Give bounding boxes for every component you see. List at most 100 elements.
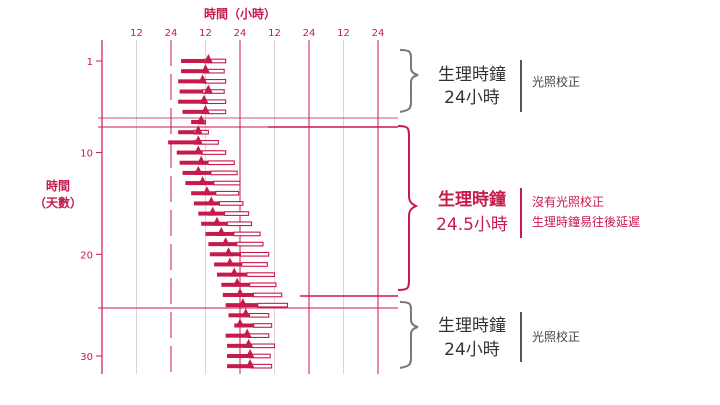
peak-marker (245, 349, 255, 358)
sleep-bar-open (207, 160, 235, 166)
sleep-bar-open (246, 272, 276, 277)
annotation-upper-main-line2: 24小時 (444, 88, 500, 108)
sleep-bar-open (249, 282, 277, 288)
sleep-bar-solid (182, 109, 205, 114)
x-tick-label: 24 (303, 28, 316, 39)
peak-marker (201, 104, 210, 114)
peak-marker (232, 277, 242, 287)
sleep-bar-open (203, 58, 227, 64)
sleep-bar-open (213, 180, 241, 186)
sleep-bar-open (201, 150, 227, 155)
peak-marker (198, 74, 208, 84)
sleep-bar-open (193, 140, 219, 145)
peak-marker (224, 247, 233, 257)
annotation-middle-divider (520, 188, 522, 238)
peak-marker (193, 125, 203, 135)
peak-marker (212, 216, 222, 226)
peak-marker (198, 176, 208, 186)
x-tick-label: 24 (165, 28, 178, 39)
x-tick-label: 12 (268, 28, 281, 39)
sleep-bar-solid (178, 130, 194, 135)
annotation-middle-main-line2: 24.5小時 (436, 215, 508, 235)
sleep-bar-open (251, 343, 276, 349)
sleep-bar-open (252, 292, 283, 298)
y-tick-label: 30 (80, 352, 93, 363)
peak-marker (238, 298, 248, 308)
bracket-middle (397, 125, 419, 291)
sleep-bar-solid (227, 343, 252, 348)
peak-marker (193, 145, 203, 155)
x-tick-label: 24 (372, 28, 385, 39)
sleep-bar-solid (225, 333, 249, 338)
peak-marker (235, 287, 245, 297)
sleep-bar-solid (181, 69, 204, 74)
peak-marker (221, 237, 231, 247)
peak-marker (202, 186, 212, 196)
peak-marker (242, 328, 252, 338)
sleep-bar-solid (191, 120, 199, 125)
sleep-bar-open (202, 89, 225, 94)
ticks-layer: 12 24 12 24 12 24 12 24 1 10 20 30 (80, 28, 384, 363)
sleep-bar-solid (228, 313, 250, 318)
sleep-bar-solid (227, 364, 251, 369)
peak-marker (244, 338, 254, 348)
y-axis-title: 時間（天數） (34, 178, 82, 210)
sleep-bar-open (226, 221, 253, 227)
annotation-lower-divider (520, 312, 522, 362)
annotation-middle-note-line2: 生理時鐘易往後延遲 (532, 214, 640, 229)
peak-marker (193, 165, 203, 175)
peak-marker (208, 206, 218, 216)
x-axis-title: 時間（小時） (204, 6, 276, 21)
sleep-bar-open (241, 262, 268, 267)
sleep-bar-open (233, 231, 261, 237)
sleep-bar-solid (181, 59, 205, 63)
sleep-bar-solid (179, 160, 209, 165)
sleep-bar-open (248, 312, 270, 318)
peak-marker (196, 115, 206, 125)
annotation-lower-main-line1: 生理時鐘 (438, 316, 506, 336)
x-tick-label: 12 (199, 28, 212, 39)
y-tick-label: 1 (87, 57, 93, 68)
sleep-bar-solid (194, 201, 220, 206)
sleep-bar-solid (168, 140, 195, 145)
sleep-bar-solid (227, 354, 250, 358)
x-tick-label: 24 (234, 28, 247, 39)
bracket-upper (399, 49, 419, 113)
peak-marker (196, 155, 206, 165)
peak-marker (199, 94, 209, 104)
annotation-lower-main-line2: 24小時 (444, 340, 500, 360)
x-tick-label: 12 (130, 28, 143, 39)
sleep-bar-open (218, 201, 244, 206)
annotation-upper-main-line1: 生理時鐘 (438, 65, 506, 85)
sleep-bar-open (257, 302, 288, 308)
sleep-bar-solid (176, 150, 203, 155)
annotation-upper-note: 光照校正 (532, 74, 580, 89)
peak-marker (229, 267, 239, 277)
peak-marker (241, 308, 251, 318)
sleep-bar-open (215, 190, 240, 196)
annotation-middle-main-line1: 生理時鐘 (438, 189, 506, 210)
peak-marker (245, 359, 255, 369)
y-tick-label: 10 (80, 149, 93, 160)
peak-marker (201, 64, 210, 74)
annotation-middle-note-line1: 沒有光照校正 (532, 194, 604, 209)
sleep-bar-open (210, 170, 238, 176)
sleep-bar-solid (179, 89, 203, 94)
sleep-bar-open (223, 211, 250, 216)
peak-marker (193, 135, 203, 145)
peak-marker (203, 54, 213, 63)
peak-marker (206, 196, 216, 206)
peak-marker (203, 84, 213, 94)
sleep-bar-open (236, 241, 264, 247)
x-tick-label: 12 (337, 28, 350, 39)
peak-marker (216, 226, 226, 236)
sleep-bar-solid (178, 99, 203, 104)
sleep-bar-solid (234, 323, 254, 328)
grid-layer (98, 40, 398, 374)
sleep-bar-solid (178, 79, 203, 84)
peak-marker (235, 318, 245, 328)
peak-marker (225, 257, 235, 267)
sleep-bar-open (253, 323, 273, 328)
bars-layer (168, 54, 288, 369)
